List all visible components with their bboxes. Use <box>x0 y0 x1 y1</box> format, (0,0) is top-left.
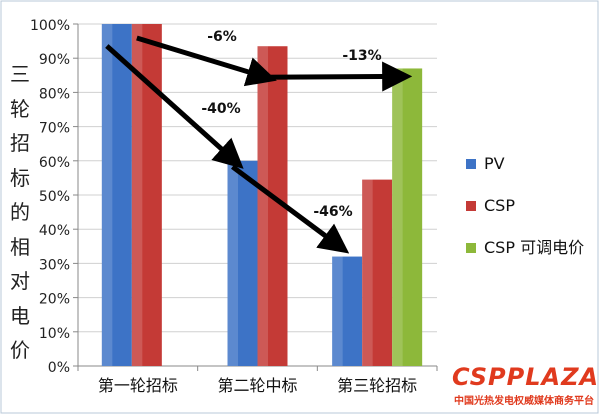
trend-arrow <box>105 44 244 169</box>
trend-arrow <box>136 35 277 87</box>
y-axis-label-char: 轮 <box>10 96 30 121</box>
bar-pv <box>332 256 363 366</box>
y-axis-label-char: 三 <box>10 62 30 86</box>
y-tick-label: 50% <box>39 189 70 205</box>
legend-label: CSP <box>484 196 515 215</box>
watermark-logo: CSPPLAZA <box>452 363 600 391</box>
watermark: CSPPLAZA 中国光热发电权威媒体商务平台 <box>440 362 600 414</box>
bar-csp <box>362 179 393 366</box>
y-tick-label: 40% <box>39 223 70 239</box>
bar-csp-可调电价 <box>392 68 423 367</box>
y-tick-label: 20% <box>39 292 70 308</box>
y-axis-label-char: 电 <box>10 303 30 328</box>
x-tick-label: 第三轮招标 <box>337 376 417 395</box>
change-label: -40% <box>201 101 240 117</box>
y-tick-label: 80% <box>39 86 70 102</box>
y-axis-label-char: 相 <box>10 234 30 259</box>
bar-highlight <box>131 24 143 366</box>
legend-item: CSP <box>466 196 515 215</box>
x-tick-label: 第一轮招标 <box>98 376 178 395</box>
bar-highlight <box>362 179 373 366</box>
y-tick-label: 0% <box>48 360 70 376</box>
y-axis-label-char: 价 <box>10 338 30 362</box>
y-tick-label: 100% <box>30 18 70 34</box>
bar-fill <box>332 256 363 366</box>
watermark-subtitle: 中国光热发电权威媒体商务平台 <box>454 396 594 407</box>
bar-pv <box>227 160 258 366</box>
y-tick-label: 60% <box>39 155 70 171</box>
trend-arrow <box>262 61 413 92</box>
bar-fill <box>392 68 423 367</box>
y-axis-label-char: 招 <box>10 131 30 155</box>
y-tick-label: 90% <box>39 52 70 68</box>
y-axis-label-char: 标 <box>10 165 30 190</box>
legend-label: CSP 可调电价 <box>484 238 584 257</box>
bar-pv <box>101 24 132 366</box>
bar-fill <box>227 160 258 366</box>
legend-item: CSP 可调电价 <box>466 238 584 257</box>
legend-swatch <box>466 243 476 253</box>
y-tick-label: 70% <box>39 121 70 137</box>
x-tick-label: 第二轮中标 <box>217 376 297 395</box>
bar-highlight <box>227 160 238 366</box>
y-tick-label: 10% <box>39 326 70 342</box>
bar-highlight <box>101 24 113 366</box>
bar-highlight <box>392 68 403 367</box>
change-label: -13% <box>342 48 381 64</box>
change-label: -6% <box>207 29 237 45</box>
y-axis-label-char: 对 <box>10 269 30 293</box>
bar-fill <box>101 24 132 366</box>
legend-label: PV <box>484 154 505 173</box>
y-tick-label: 30% <box>39 257 70 273</box>
legend-swatch <box>466 201 476 211</box>
bar-highlight <box>332 256 343 366</box>
legend-swatch <box>466 159 476 169</box>
trend-arrow <box>231 164 350 254</box>
bar-highlight <box>257 46 268 366</box>
change-label: -46% <box>313 204 352 220</box>
bar-fill <box>362 179 393 366</box>
legend-item: PV <box>466 154 505 173</box>
y-axis-label-char: 的 <box>10 200 30 224</box>
